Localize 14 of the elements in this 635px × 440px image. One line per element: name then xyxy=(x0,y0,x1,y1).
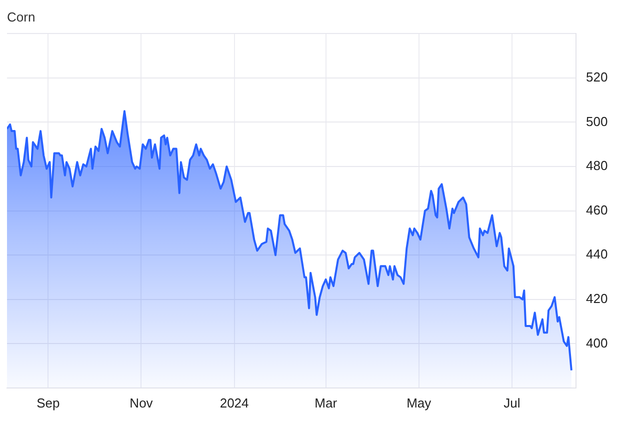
y-tick-label: 480 xyxy=(586,158,608,174)
x-tick-label: May xyxy=(406,395,432,410)
x-tick-label: Nov xyxy=(130,395,154,410)
y-tick-label: 400 xyxy=(586,335,608,350)
y-tick-label: 520 xyxy=(586,69,608,84)
x-tick-label: Jul xyxy=(504,395,520,410)
y-tick-label: 420 xyxy=(586,290,608,306)
y-tick-label: 460 xyxy=(586,202,608,218)
x-tick-label: Mar xyxy=(314,395,338,410)
x-tick-label: 2024 xyxy=(220,395,249,410)
chart-title: Corn xyxy=(7,9,36,24)
x-tick-label: Sep xyxy=(36,395,60,410)
y-tick-label: 500 xyxy=(586,114,608,129)
y-tick-label: 440 xyxy=(586,246,608,262)
